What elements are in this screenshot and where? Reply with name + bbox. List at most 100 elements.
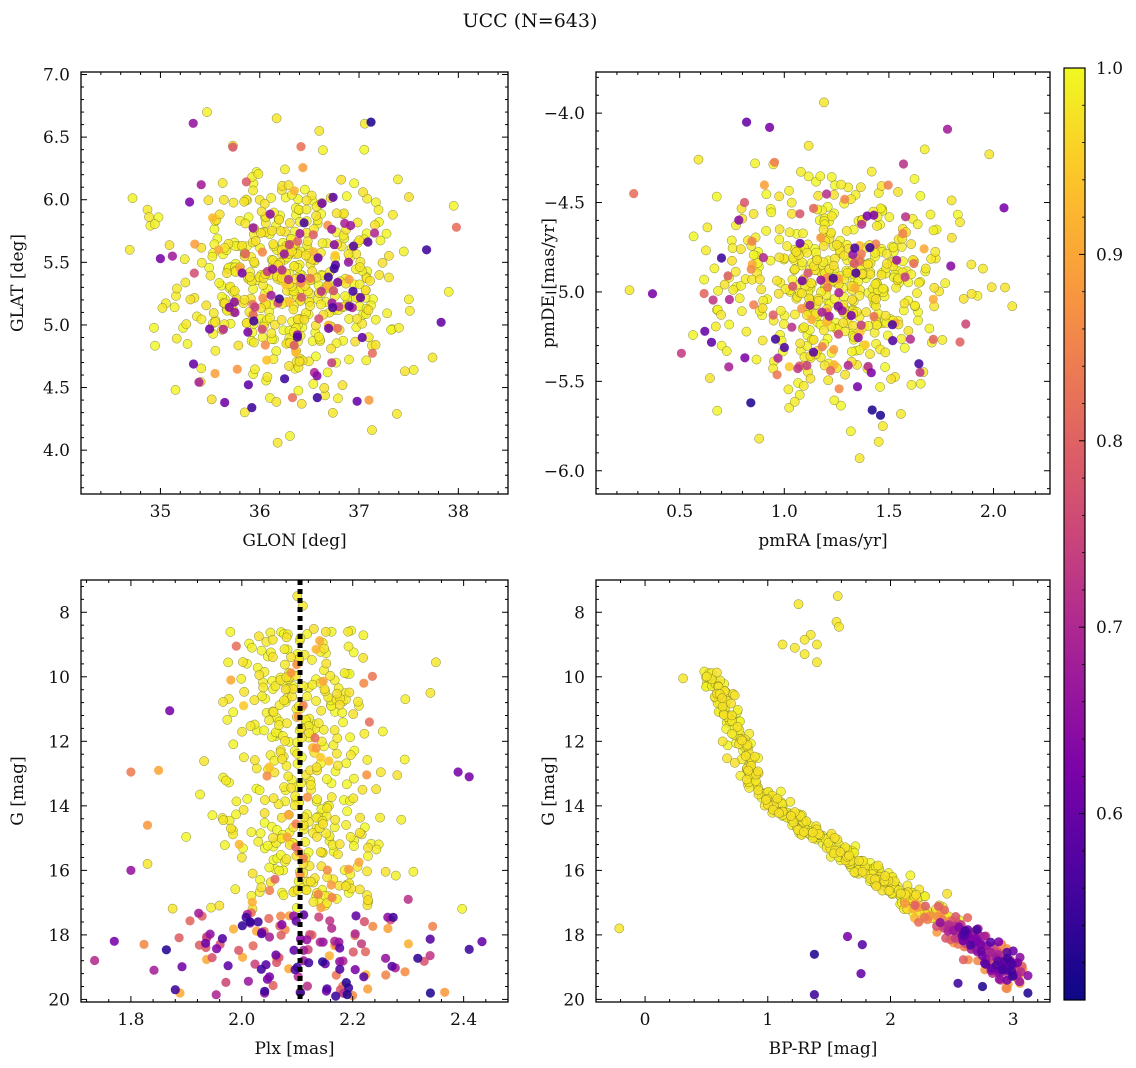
data-point (854, 856, 864, 866)
data-point (308, 230, 318, 240)
data-point (331, 748, 342, 759)
data-point (477, 937, 487, 947)
data-point (304, 958, 314, 968)
colorbar: 0.6 0.7 0.8 0.9 1.0 (1063, 59, 1123, 1001)
data-point (774, 191, 784, 202)
y-axis-label: GLAT [deg] (8, 234, 28, 332)
data-point (910, 900, 920, 911)
data-point (709, 263, 720, 274)
data-point (344, 274, 354, 284)
data-point (238, 657, 248, 667)
data-point (239, 752, 249, 763)
data-point (919, 244, 929, 254)
data-point (796, 166, 806, 177)
data-point (346, 220, 356, 231)
data-point (1007, 301, 1018, 312)
data-point (808, 334, 819, 345)
data-point (362, 755, 373, 765)
data-point (350, 929, 360, 939)
data-point (329, 240, 339, 250)
data-point (109, 936, 119, 946)
data-point (998, 965, 1008, 975)
data-point (812, 657, 822, 668)
data-point (342, 990, 352, 1000)
data-point (341, 758, 352, 769)
data-point (286, 668, 296, 678)
data-point (305, 301, 315, 311)
data-point (280, 164, 290, 175)
data-point (256, 228, 266, 238)
data-point (144, 212, 154, 222)
data-point (139, 939, 149, 950)
data-point (875, 410, 886, 420)
data-point (348, 241, 359, 251)
data-point (392, 770, 403, 781)
data-point (812, 255, 822, 265)
data-point (185, 916, 195, 926)
data-point (899, 298, 910, 309)
data-point (218, 324, 228, 334)
data-point (770, 334, 781, 344)
data-point (928, 294, 938, 304)
data-point (377, 726, 388, 737)
data-point (737, 306, 747, 317)
data-point (267, 225, 277, 236)
data-point (293, 385, 304, 396)
data-point (299, 184, 310, 195)
data-point (802, 360, 812, 371)
data-point (231, 641, 241, 651)
data-point (823, 375, 834, 386)
y-tick-label: 7.0 (43, 66, 70, 86)
data-point (214, 278, 224, 288)
data-point (976, 946, 986, 957)
data-point (772, 370, 782, 380)
data-point (358, 630, 369, 641)
data-point (356, 939, 367, 949)
data-point (784, 185, 794, 196)
data-point (332, 688, 342, 699)
data-point (403, 939, 413, 949)
data-point (876, 270, 887, 280)
data-point (425, 951, 435, 961)
data-point (850, 243, 860, 253)
data-point (719, 279, 730, 290)
data-point (849, 867, 860, 878)
data-point (774, 224, 785, 235)
x-axis-label: GLON [deg] (242, 531, 346, 551)
data-point (317, 238, 328, 248)
data-point (279, 249, 289, 259)
data-point (258, 293, 268, 303)
data-point (270, 874, 280, 884)
data-point (840, 369, 850, 380)
data-point (242, 794, 253, 804)
data-point (1001, 983, 1011, 993)
data-point (359, 144, 370, 155)
data-point (740, 353, 750, 363)
data-point (425, 688, 436, 698)
data-point (966, 940, 976, 950)
data-point (329, 264, 339, 274)
data-point (750, 751, 760, 762)
data-point (906, 380, 917, 390)
data-point (838, 318, 848, 328)
data-point (249, 337, 259, 348)
data-point (318, 957, 328, 967)
data-point (754, 433, 765, 444)
data-point (860, 340, 870, 350)
data-point (408, 365, 419, 375)
data-point (264, 862, 275, 873)
data-point (909, 174, 920, 184)
data-point (736, 244, 746, 254)
data-point (888, 242, 899, 253)
data-point (986, 282, 997, 293)
data-point (805, 373, 816, 384)
data-point (832, 239, 842, 250)
data-point (264, 715, 274, 726)
data-point (629, 189, 639, 199)
data-point (798, 228, 808, 239)
data-point (803, 171, 814, 182)
data-point (906, 239, 917, 249)
data-point (367, 671, 377, 682)
data-point (345, 732, 355, 743)
data-point (856, 182, 866, 192)
